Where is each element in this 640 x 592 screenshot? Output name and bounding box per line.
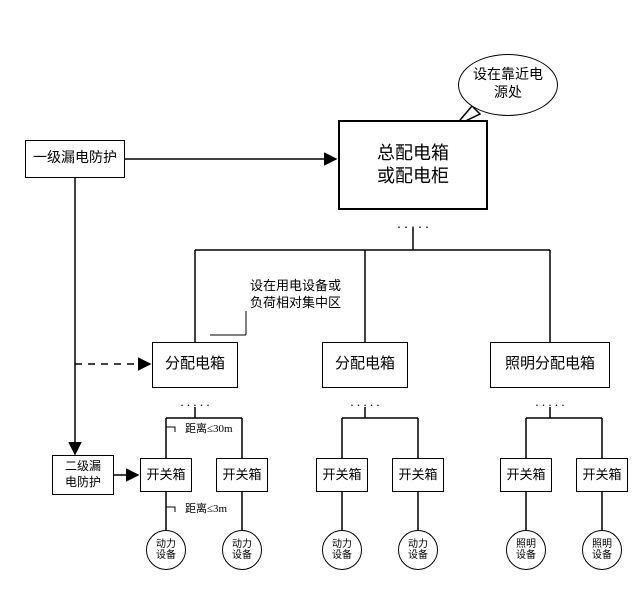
callout-l2: 源处: [494, 85, 522, 103]
switch-box-4: 开关箱: [392, 458, 444, 492]
secondary-protection: 二级漏 电防护: [52, 455, 114, 495]
callout-l1: 设在靠近电: [473, 67, 543, 85]
note-distance-30m: 距离≤30m: [185, 420, 233, 436]
equipment-4: 动力设备: [398, 530, 438, 570]
equipment-3: 动力设备: [322, 530, 362, 570]
switch-box-5: 开关箱: [500, 458, 552, 492]
main-l2: 或配电柜: [377, 165, 449, 188]
callout-note: 设在靠近电 源处: [458, 54, 558, 116]
equipment-6: 照明设备: [582, 530, 622, 570]
sub-distribution-1: 分配电箱: [152, 342, 238, 388]
svg-text:. . . . .: . . . . .: [350, 394, 379, 409]
switch-box-6: 开关箱: [576, 458, 628, 492]
lighting-distribution: 照明分配电箱: [490, 342, 610, 388]
svg-text:. . . . .: . . . . .: [535, 394, 564, 409]
primary-protection: 一级漏电防护: [25, 140, 125, 178]
sub-distribution-2: 分配电箱: [322, 342, 408, 388]
switch-box-1: 开关箱: [140, 458, 192, 492]
switch-box-3: 开关箱: [316, 458, 368, 492]
equipment-1: 动力设备: [146, 530, 186, 570]
note-placement: 设在用电设备或 负荷相对集中区: [250, 278, 341, 312]
main-l1: 总配电箱: [377, 142, 449, 165]
equipment-5: 照明设备: [506, 530, 546, 570]
equipment-2: 动力设备: [222, 530, 262, 570]
note-distance-3m: 距离≤3m: [185, 500, 227, 516]
main-distribution-box: 总配电箱 或配电柜: [338, 120, 488, 210]
svg-text:. . . . .: . . . . .: [180, 394, 209, 409]
switch-box-2: 开关箱: [216, 458, 268, 492]
